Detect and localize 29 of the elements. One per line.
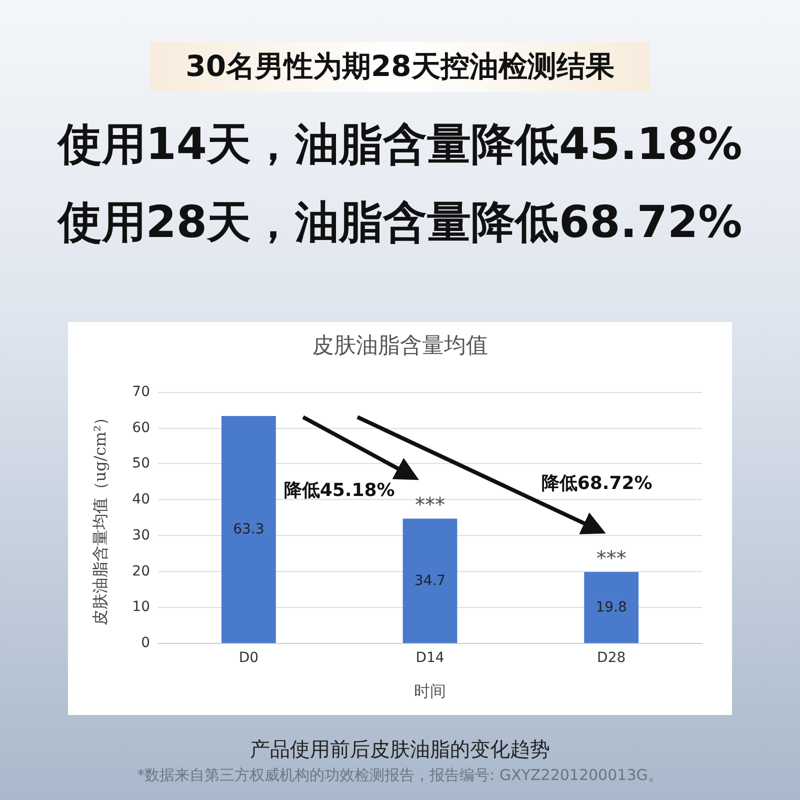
chart-subtitle: 30名男性为期28天控油检测结果	[150, 42, 650, 92]
annotation: ***	[596, 546, 626, 570]
text: 产品使用前后皮肤油脂的变化趋势	[249, 736, 551, 763]
y-tick-label: 30	[132, 527, 150, 544]
x-tick-label: D0	[238, 650, 259, 666]
annotation: 降低45.18%	[284, 480, 395, 502]
x-tick-label: D28	[597, 650, 626, 666]
x-tick-label: D14	[416, 650, 444, 666]
y-tick-label: 40	[132, 492, 150, 508]
data-label: 19.8	[596, 600, 627, 616]
text: 使用28天，油脂含量降低68.72%	[56, 196, 744, 250]
y-tick-label: 70	[132, 384, 150, 400]
bar	[584, 572, 639, 643]
bar	[221, 416, 276, 643]
y-tick-label: 10	[132, 599, 150, 616]
y-tick-label: 20	[132, 563, 150, 580]
data-label: 34.7	[414, 572, 446, 589]
y-axis-title: 皮肤油脂含量均值（ug/cm²）	[90, 409, 110, 626]
data-label: 63.3	[233, 522, 264, 538]
y-tick-label: 0	[141, 635, 150, 651]
bar	[402, 518, 458, 643]
annotation: 降低68.72%	[540, 472, 654, 496]
y-tick-label: 60	[132, 420, 150, 436]
y-tick-label: 50	[132, 456, 150, 472]
chart-title: 皮肤油脂含量均值	[312, 334, 488, 358]
text: 使用14天，油脂含量降低45.18%	[56, 118, 744, 172]
text: *数据来自第三方权威机构的功效检测报告，报告编号: GXYZ2201200013G。	[136, 766, 664, 785]
x-axis-title: 时间	[414, 682, 446, 700]
annotation: ***	[415, 492, 445, 517]
